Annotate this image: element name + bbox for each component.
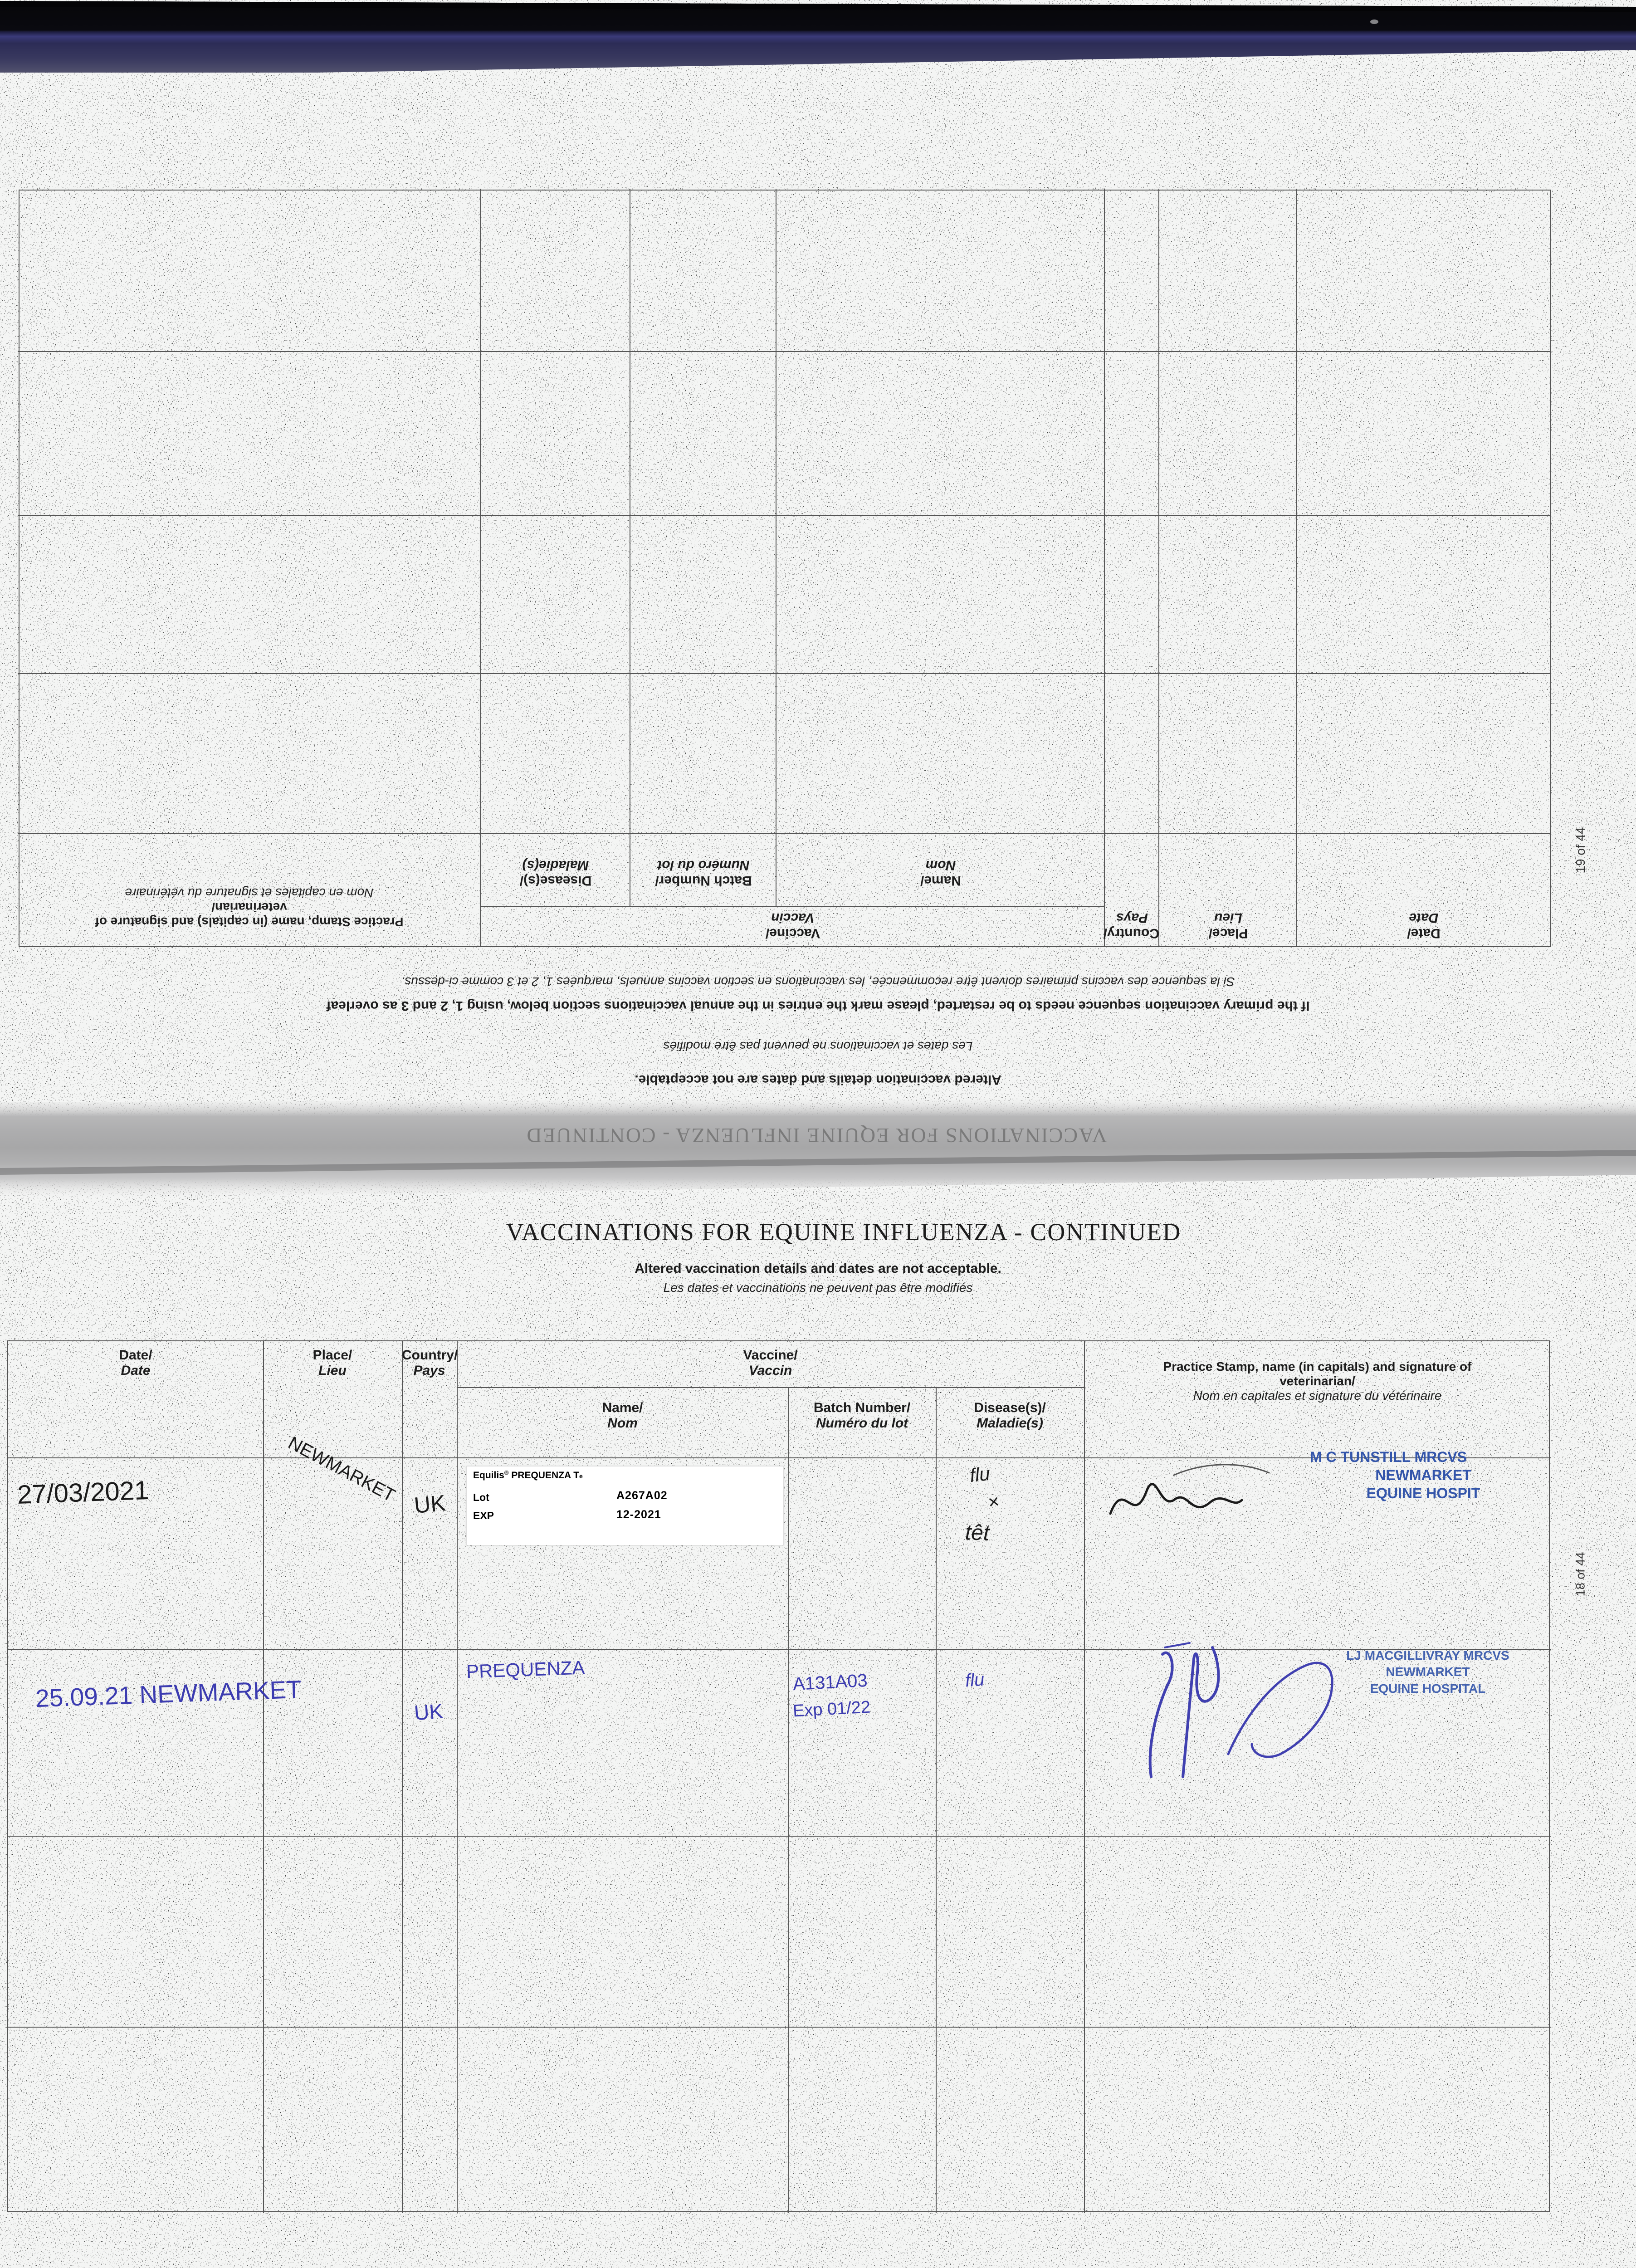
svg-text:VACCINATIONS FOR EQUINE INFLUE: VACCINATIONS FOR EQUINE INFLUENZA - CONT… <box>526 1124 1107 1147</box>
